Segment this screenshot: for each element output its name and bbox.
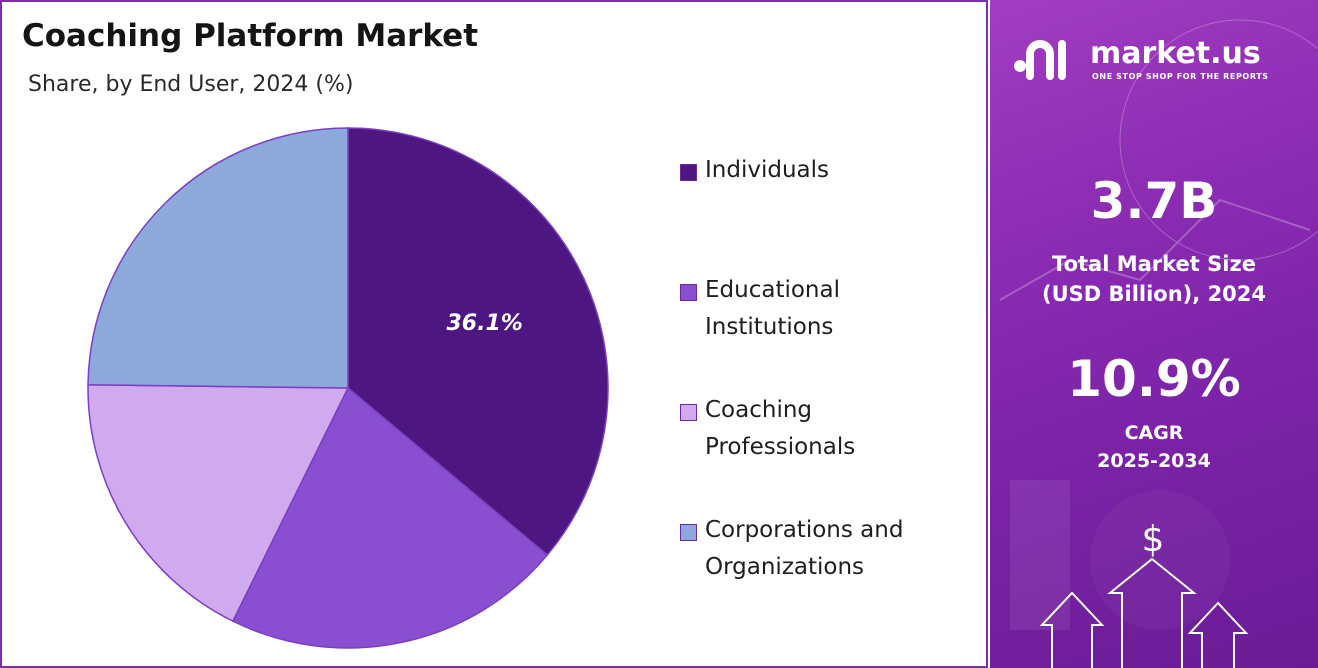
chart-title: Coaching Platform Market <box>22 18 479 54</box>
brand-tagline: ONE STOP SHOP FOR THE REPORTS <box>1092 72 1269 81</box>
chart-subtitle: Share, by End User, 2024 (%) <box>28 72 354 97</box>
brand-name: market.us <box>1090 36 1261 71</box>
legend-label: Individuals <box>705 157 829 183</box>
pie-slice-educational-institutions <box>231 386 549 649</box>
growth-arrows-icon: $ <box>1040 519 1249 668</box>
market-size-label-year: (USD Billion), 2024 <box>1041 282 1267 306</box>
pie-slice-individuals <box>347 127 609 557</box>
cagr-value: 10.9% <box>1067 350 1241 408</box>
dollar-icon: $ <box>1142 519 1165 560</box>
chart-panel: Coaching Platform Market Share, by End U… <box>0 0 988 668</box>
market-us-logo-icon <box>1014 40 1066 80</box>
market-size-value: 3.7B <box>1090 172 1218 230</box>
legend-swatch <box>680 404 697 421</box>
pie-data-label: 36.1% <box>446 311 522 336</box>
legend-swatch <box>680 524 697 541</box>
legend-swatch <box>680 164 697 181</box>
pie-slice-coaching-professionals <box>87 383 350 623</box>
pie-chart: 36.1% <box>87 127 609 649</box>
cagr-label: CAGR <box>1124 422 1184 444</box>
market-size-label: Total Market Size <box>1052 252 1256 276</box>
cagr-period: 2025-2034 <box>1097 450 1211 472</box>
legend-swatch <box>680 284 697 301</box>
pie-slice-corporations-and-organizations <box>87 127 349 389</box>
legend-label: Corporations and Organizations <box>705 517 904 580</box>
brand-logo: market.us ONE STOP SHOP FOR THE REPORTS <box>1012 36 1312 86</box>
summary-panel: market.us ONE STOP SHOP FOR THE REPORTS … <box>990 0 1318 668</box>
arrow-up-icon <box>1040 557 1249 668</box>
legend-label: Educational Institutions <box>705 277 840 340</box>
legend-label: Coaching Professionals <box>705 397 856 460</box>
